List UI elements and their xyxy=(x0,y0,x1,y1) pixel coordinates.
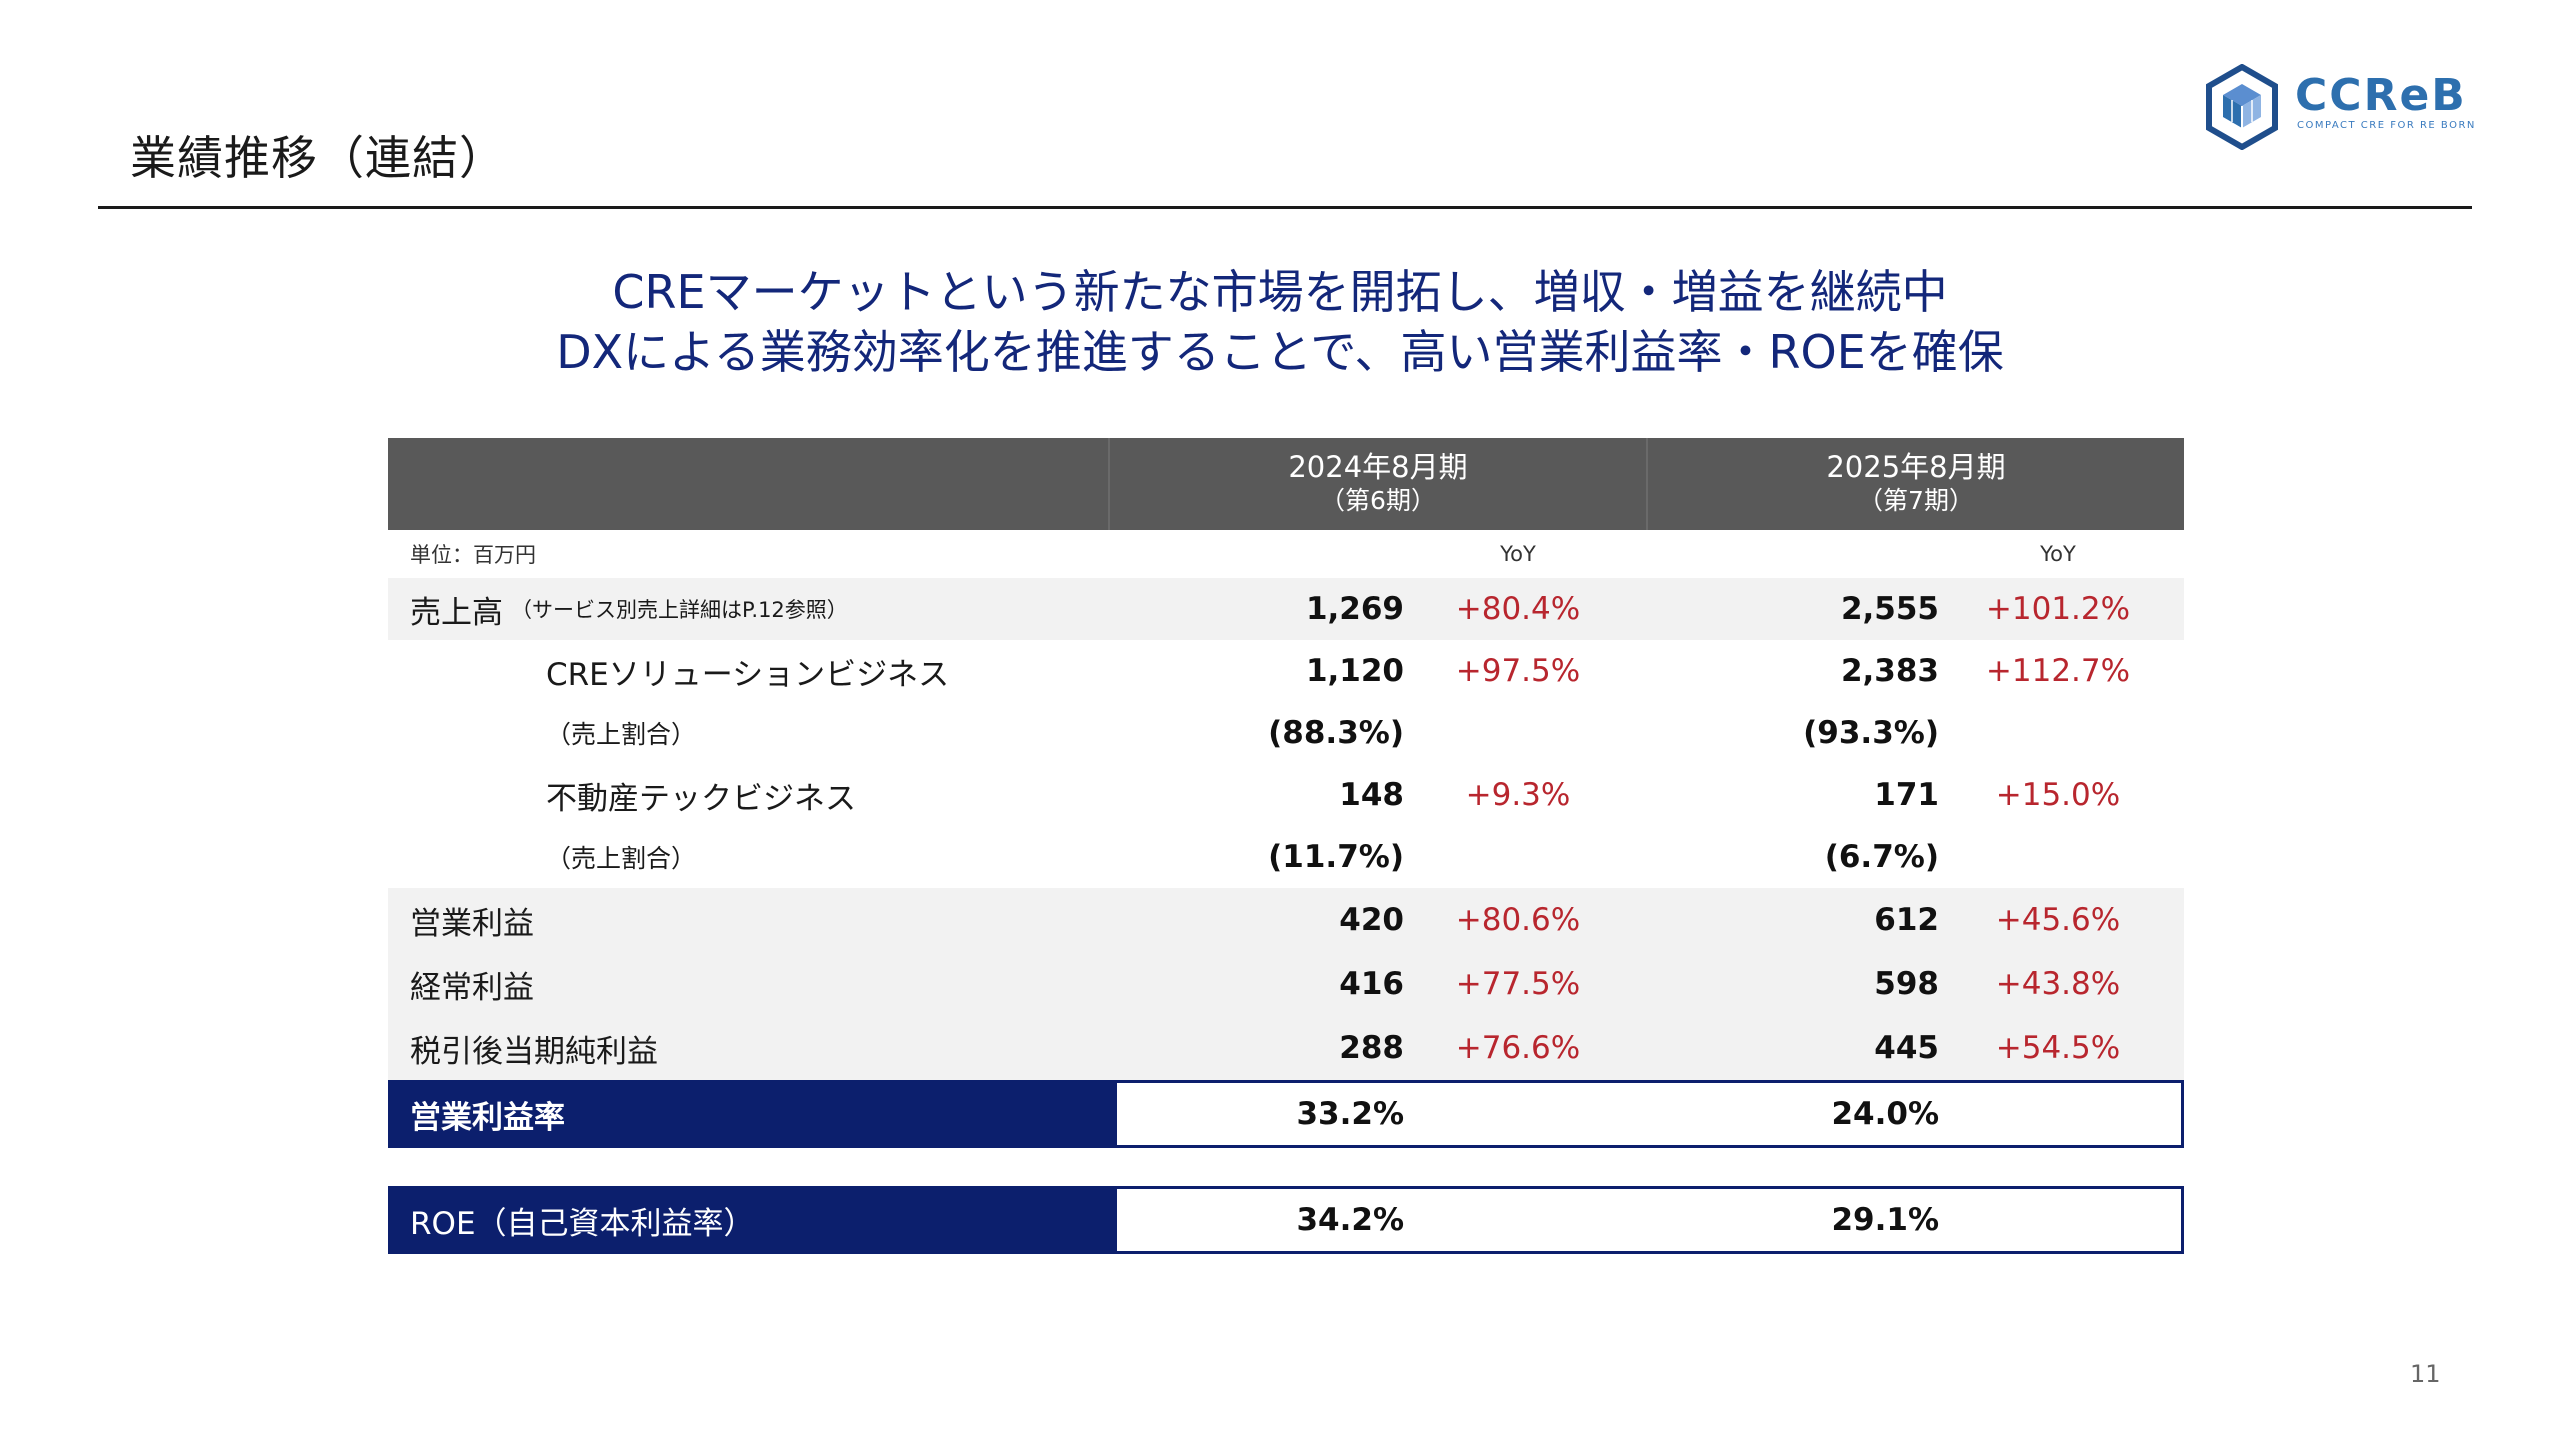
value-2024: (88.3%) xyxy=(1268,715,1404,751)
table-row-net-income: 税引後当期純利益 288 +76.6% 445 +54.5% xyxy=(388,1016,2184,1080)
yoy-2025: +54.5% xyxy=(1995,1030,2121,1066)
value-2024: 148 xyxy=(1339,777,1404,813)
value-2024: 33.2% xyxy=(1296,1096,1404,1132)
value-2024: 1,120 xyxy=(1305,653,1404,689)
title-divider xyxy=(98,206,2472,209)
row-label: CREソリューションビジネス xyxy=(546,656,950,693)
results-table: 2024年8月期 （第6期） 2025年8月期 （第7期） 単位：百万円 YoY Y… xyxy=(388,438,2184,1254)
yoy-2025: +112.7% xyxy=(1985,653,2131,689)
yoy-header-2025: YoY xyxy=(2040,542,2076,566)
table-row-cre-share: （売上割合） (88.3%) (93.3%) xyxy=(388,702,2184,764)
value-2025: 598 xyxy=(1874,966,1939,1002)
yoy-2024: +9.3% xyxy=(1465,777,1571,813)
headline-line-1: CREマーケットという新たな市場を開拓し、増収・増益を継続中 xyxy=(612,265,1948,319)
row-label: 不動産テックビジネス xyxy=(546,780,856,817)
value-2025: 29.1% xyxy=(1831,1202,1939,1238)
yoy-2025: +45.6% xyxy=(1995,902,2121,938)
roe-row: ROE（自己資本利益率） 34.2% 29.1% xyxy=(388,1186,2184,1254)
yoy-2025: +15.0% xyxy=(1995,777,2121,813)
value-2025: 612 xyxy=(1874,902,1939,938)
value-2025: 24.0% xyxy=(1831,1096,1939,1132)
yoy-2024: +77.5% xyxy=(1455,966,1581,1002)
value-2024: 416 xyxy=(1339,966,1404,1002)
yoy-2025: +101.2% xyxy=(1985,591,2131,627)
table-row-cre-solution: CREソリューションビジネス 1,120 +97.5% 2,383 +112.7… xyxy=(388,640,2184,702)
value-2024: 34.2% xyxy=(1296,1202,1404,1238)
row-label: （売上割合） xyxy=(546,720,697,749)
value-2024: 288 xyxy=(1339,1030,1404,1066)
ccreb-logo: CCReB COMPACT CRE FOR RE BORN xyxy=(2205,62,2475,154)
table-row-real-estate-tech: 不動産テックビジネス 148 +9.3% 171 +15.0% xyxy=(388,764,2184,826)
row-note: （サービス別売上詳細はP.12参照） xyxy=(511,598,848,622)
unit-label: 単位：百万円 xyxy=(410,543,536,567)
period-header-fy2024: 2024年8月期 （第6期） xyxy=(1288,450,1468,515)
row-label: ROE（自己資本利益率） xyxy=(410,1205,755,1242)
operating-margin-row: 営業利益率 33.2% 24.0% xyxy=(388,1080,2184,1148)
value-2024: 420 xyxy=(1339,902,1404,938)
logo-wordmark: CCReB xyxy=(2295,70,2467,121)
yoy-2024: +80.4% xyxy=(1455,591,1581,627)
value-2025: 2,383 xyxy=(1840,653,1939,689)
cube-logo-icon xyxy=(2206,64,2278,150)
page-title: 業績推移（連結） xyxy=(130,131,506,185)
row-label: 営業利益 xyxy=(410,905,534,942)
headline-line-2: DXによる業務効率化を推進することで、高い営業利益率・ROEを確保 xyxy=(556,325,2004,379)
yoy-2025: +43.8% xyxy=(1995,966,2121,1002)
unit-row: 単位：百万円 YoY YoY xyxy=(388,530,2184,578)
table-row-ordinary-profit: 経常利益 416 +77.5% 598 +43.8% xyxy=(388,952,2184,1016)
value-2025: 171 xyxy=(1874,777,1939,813)
value-2025: (93.3%) xyxy=(1803,715,1939,751)
logo-tagline: COMPACT CRE FOR RE BORN xyxy=(2297,120,2476,131)
table-header-row: 2024年8月期 （第6期） 2025年8月期 （第7期） xyxy=(388,438,2184,530)
value-2024: (11.7%) xyxy=(1268,839,1404,875)
value-2025: (6.7%) xyxy=(1824,839,1939,875)
value-2025: 2,555 xyxy=(1840,591,1939,627)
row-label: 売上高 xyxy=(410,594,503,631)
value-2024: 1,269 xyxy=(1305,591,1404,627)
table-row-tech-share: （売上割合） (11.7%) (6.7%) xyxy=(388,826,2184,888)
yoy-header-2024: YoY xyxy=(1500,542,1536,566)
page-number: 11 xyxy=(2410,1360,2441,1388)
yoy-2024: +97.5% xyxy=(1455,653,1581,689)
value-2025: 445 xyxy=(1874,1030,1939,1066)
yoy-2024: +76.6% xyxy=(1455,1030,1581,1066)
row-label: 営業利益率 xyxy=(410,1099,565,1136)
row-label: 経常利益 xyxy=(410,969,534,1006)
row-label: （売上割合） xyxy=(546,844,697,873)
row-label: 税引後当期純利益 xyxy=(410,1033,658,1070)
yoy-2024: +80.6% xyxy=(1455,902,1581,938)
table-row-revenue: 売上高 （サービス別売上詳細はP.12参照） 1,269 +80.4% 2,555… xyxy=(388,578,2184,640)
period-header-fy2025: 2025年8月期 （第7期） xyxy=(1826,450,2006,515)
table-row-operating-profit: 営業利益 420 +80.6% 612 +45.6% xyxy=(388,888,2184,952)
